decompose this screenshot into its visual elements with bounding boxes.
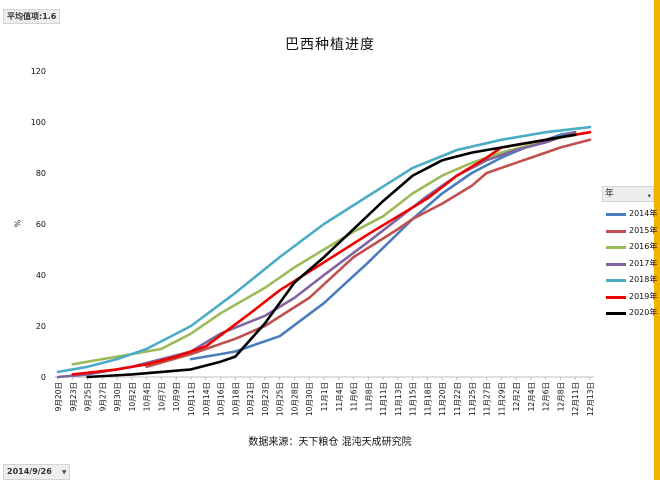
- x-tick-label: 10月7日: [157, 382, 166, 411]
- x-tick-label: 11月18日: [423, 382, 432, 416]
- x-tick-label: 11月8日: [364, 382, 373, 411]
- legend-item: 2015年: [606, 225, 660, 237]
- legend-filter-button[interactable]: 年 ▾: [602, 186, 654, 202]
- x-tick-label: 12月11日: [571, 382, 580, 416]
- x-tick-label: 10月25日: [276, 382, 285, 416]
- x-tick-label: 11月15日: [409, 382, 418, 416]
- legend-label: 2019年: [629, 291, 658, 301]
- x-tick-label: 9月25日: [84, 382, 93, 411]
- legend-swatch: [606, 229, 626, 233]
- x-tick-label: 12月4日: [527, 382, 536, 411]
- y-tick-label: 120: [31, 67, 46, 76]
- x-tick-label: 11月6日: [350, 382, 359, 411]
- x-tick-label: 10月9日: [172, 382, 181, 411]
- x-tick-label: 9月23日: [69, 382, 78, 411]
- x-tick-label: 12月2日: [512, 382, 521, 411]
- chart-legend[interactable]: 年 ▾ 2014年 2015年 2016年 2017年 2018年 2019年 2020年: [602, 186, 657, 366]
- x-tick-label: 11月13日: [394, 382, 403, 416]
- legend-swatch: [606, 262, 626, 266]
- x-tick-label: 11月25日: [468, 382, 477, 416]
- chart-title: 巴西种植进度: [285, 37, 375, 53]
- x-tick-label: 12月6日: [542, 382, 551, 411]
- legend-item: 2016年: [606, 241, 660, 253]
- legend-item: 2017年: [606, 258, 660, 270]
- x-tick-label: 10月21日: [246, 382, 255, 416]
- x-tick-label: 10月2日: [128, 382, 137, 411]
- legend-header-label: 年: [605, 189, 615, 199]
- x-tick-label: 10月16日: [217, 382, 226, 416]
- x-tick-label: 10月4日: [143, 382, 152, 411]
- series-line: [56, 125, 592, 374]
- date-filter-label: 2014/9/26: [7, 467, 52, 476]
- x-tick-label: 10月28日: [290, 382, 299, 416]
- legend-swatch: [606, 213, 626, 216]
- legend-item: 2014年: [606, 208, 660, 220]
- x-tick-label: 10月11日: [187, 382, 196, 416]
- legend-swatch: [606, 295, 626, 299]
- dropdown-arrow-icon[interactable]: ▼: [61, 469, 67, 476]
- x-tick-label: 10月30日: [305, 382, 314, 416]
- y-tick-label: 0: [41, 373, 46, 382]
- legend-item: 2018年: [606, 274, 660, 286]
- x-tick-label: 12月13日: [586, 382, 595, 416]
- legend-label: 2020年: [629, 308, 658, 317]
- y-tick-label: 100: [31, 118, 46, 127]
- x-tick-label: 11月11日: [379, 382, 388, 416]
- legend-swatch: [606, 279, 626, 282]
- legend-label: 2014年: [629, 209, 658, 218]
- filter-dropdown-icon[interactable]: ▾: [647, 192, 651, 200]
- x-tick-label: 9月27日: [98, 382, 107, 411]
- series-line: [71, 130, 592, 376]
- legend-item: 2020年: [606, 307, 660, 319]
- x-tick-label: 10月14日: [202, 382, 211, 416]
- x-tick-label: 9月30日: [113, 382, 122, 411]
- legend-swatch: [606, 246, 626, 249]
- x-tick-label: 9月20日: [54, 382, 63, 411]
- legend-label: 2016年: [629, 242, 658, 251]
- pivot-value-field-button[interactable]: 平均值项:1.6: [3, 9, 61, 24]
- x-tick-label: 12月8日: [556, 382, 565, 411]
- legend-swatch: [606, 312, 626, 315]
- series-line: [189, 130, 577, 361]
- series-line: [71, 130, 577, 366]
- x-tick-label: 11月29日: [497, 382, 506, 416]
- x-tick-label: 11月4日: [335, 382, 344, 411]
- legend-label: 2015年: [629, 225, 658, 235]
- series-line: [145, 138, 592, 369]
- y-tick-label: 20: [36, 322, 46, 331]
- series-line: [86, 133, 577, 379]
- y-tick-label: 60: [36, 220, 46, 229]
- legend-label: 2017年: [629, 258, 658, 268]
- data-source-note: 数据来源：天下粮仓 混沌天成研究院: [248, 437, 412, 448]
- window-edge-bar: [654, 0, 660, 480]
- x-tick-label: 11月27日: [483, 382, 492, 416]
- x-tick-label: 10月18日: [231, 382, 240, 416]
- legend-label: 2018年: [629, 275, 658, 284]
- x-tick-label: 11月1日: [320, 382, 329, 411]
- y-tick-label: 40: [36, 271, 46, 280]
- date-filter-button[interactable]: 2014/9/26 ▼: [3, 464, 71, 480]
- legend-item: 2019年: [606, 291, 660, 303]
- x-tick-label: 10月23日: [261, 382, 270, 416]
- x-tick-label: 11月20日: [438, 382, 447, 416]
- y-tick-label: 80: [36, 169, 46, 178]
- x-tick-label: 11月22日: [453, 382, 462, 416]
